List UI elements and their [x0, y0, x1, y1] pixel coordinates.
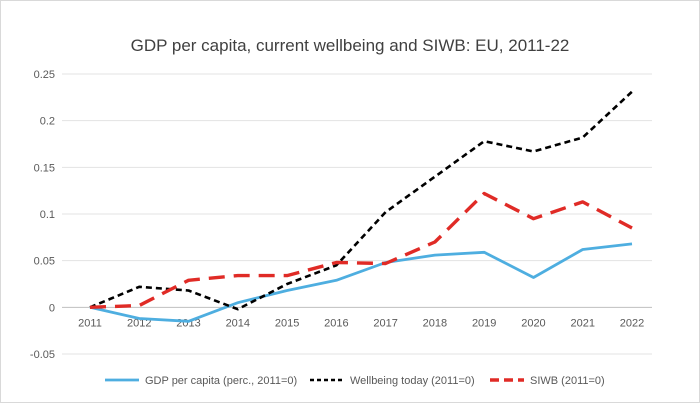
x-tick-label: 2015 — [275, 317, 299, 329]
x-tick-label: 2011 — [78, 317, 102, 329]
y-tick-label: 0.25 — [34, 69, 55, 81]
x-tick-label: 2020 — [521, 317, 545, 329]
x-tick-label: 2017 — [373, 317, 397, 329]
y-tick-label: 0.1 — [40, 209, 55, 221]
x-tick-label: 2018 — [423, 317, 447, 329]
legend-label-2: Wellbeing today (2011=0) — [350, 375, 475, 387]
series-line-2 — [89, 90, 633, 311]
series-line-1 — [89, 242, 633, 323]
y-tick-label: 0.15 — [34, 162, 55, 174]
y-axis-ticks: 0.25 0.2 0.15 0.1 0.05 0 -0.05 — [30, 69, 55, 361]
y-tick-label: 0 — [49, 302, 55, 314]
legend: GDP per capita (perc., 2011=0) Wellbeing … — [105, 375, 605, 387]
legend-label-1: GDP per capita (perc., 2011=0) — [145, 375, 297, 387]
x-tick-label: 2012 — [127, 317, 151, 329]
x-tick-label: 2019 — [472, 317, 496, 329]
x-tick-label: 2021 — [570, 317, 594, 329]
legend-label-3: SIWB (2011=0) — [530, 375, 605, 387]
series-line-3 — [89, 191, 633, 309]
chart-title: GDP per capita, current wellbeing and SI… — [130, 36, 570, 55]
x-tick-label: 2014 — [226, 317, 250, 329]
y-tick-label: 0.2 — [40, 116, 55, 128]
x-tick-label: 2022 — [620, 317, 644, 329]
x-axis-ticks: 2011 2012 2013 2014 2015 2016 2017 2018 2019 2020… — [78, 317, 644, 329]
y-tick-label: -0.05 — [30, 349, 55, 361]
y-tick-label: 0.05 — [34, 256, 55, 268]
x-tick-label: 2016 — [324, 317, 348, 329]
series-lines — [89, 90, 633, 323]
gridlines — [62, 73, 652, 355]
